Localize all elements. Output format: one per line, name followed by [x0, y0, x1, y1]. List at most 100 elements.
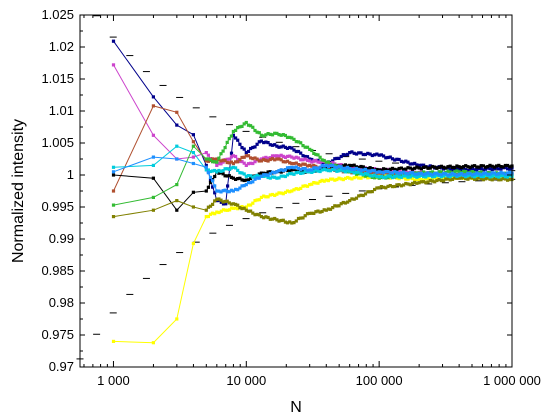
data-point	[339, 163, 343, 167]
data-point	[238, 159, 242, 163]
data-point	[211, 157, 215, 161]
data-point	[350, 164, 354, 168]
data-point	[448, 167, 452, 171]
data-point	[299, 158, 303, 162]
data-point	[475, 177, 479, 181]
data-point	[308, 157, 312, 161]
data-point	[316, 166, 320, 171]
data-point	[357, 165, 361, 170]
data-point	[375, 172, 379, 176]
data-point	[314, 168, 318, 172]
data-point	[377, 168, 381, 172]
data-point	[499, 174, 503, 178]
data-point	[299, 167, 303, 172]
data-point	[357, 167, 361, 172]
data-point	[262, 134, 266, 138]
data-point	[354, 165, 359, 169]
data-point	[268, 170, 272, 174]
data-point	[417, 174, 421, 178]
data-point	[437, 178, 441, 182]
data-point	[437, 170, 441, 174]
data-point	[236, 126, 240, 130]
data-point	[397, 172, 401, 176]
data-point	[234, 128, 238, 132]
data-point	[231, 129, 235, 134]
data-point	[337, 204, 341, 208]
data-point	[419, 173, 423, 177]
data-point	[459, 165, 463, 170]
data-point	[461, 165, 466, 169]
data-point	[413, 178, 417, 182]
data-point	[246, 154, 251, 158]
data-point	[503, 177, 507, 181]
data-point	[244, 120, 248, 125]
data-point	[435, 176, 439, 180]
data-point	[246, 162, 251, 166]
data-point	[204, 163, 208, 167]
data-point	[386, 155, 390, 160]
data-point	[413, 172, 417, 176]
data-point	[206, 205, 210, 209]
data-point	[422, 180, 426, 184]
data-point	[448, 172, 452, 176]
data-point	[308, 170, 312, 174]
data-point	[227, 167, 231, 171]
data-point	[231, 165, 235, 169]
data-point	[204, 157, 208, 161]
data-point	[303, 157, 307, 161]
data-point	[281, 160, 285, 164]
data-point	[341, 166, 345, 171]
data-point	[151, 341, 155, 345]
y-tick-label: 0.97	[49, 359, 74, 374]
data-point	[419, 171, 423, 176]
data-point	[175, 144, 179, 148]
data-point	[275, 154, 279, 158]
data-point	[455, 167, 459, 171]
data-point	[399, 166, 403, 170]
data-point	[359, 193, 363, 197]
data-point	[294, 149, 298, 154]
data-point	[251, 161, 255, 166]
data-point	[240, 171, 244, 175]
data-point	[368, 166, 372, 170]
data-point	[450, 175, 455, 179]
data-point	[473, 172, 477, 176]
data-point	[246, 209, 251, 213]
data-point	[318, 210, 322, 214]
data-point	[204, 208, 208, 212]
data-point	[466, 165, 470, 169]
data-point	[303, 184, 307, 188]
data-point	[464, 168, 468, 172]
data-point	[328, 207, 333, 211]
data-point	[231, 133, 235, 137]
data-point	[251, 145, 255, 150]
data-point	[151, 208, 155, 212]
data-point	[238, 142, 242, 146]
data-point	[217, 171, 221, 175]
data-point	[495, 174, 499, 178]
data-point	[450, 173, 455, 177]
data-point	[215, 197, 219, 201]
data-point	[219, 209, 223, 213]
data-point	[455, 164, 459, 168]
data-point	[352, 163, 356, 167]
data-point	[191, 133, 195, 137]
data-point	[377, 153, 381, 157]
data-point	[446, 169, 450, 173]
data-point	[221, 208, 226, 212]
data-point	[359, 167, 363, 171]
data-point	[397, 157, 401, 162]
data-point	[151, 176, 155, 180]
data-point	[229, 155, 233, 159]
data-point	[279, 170, 283, 174]
data-point	[363, 174, 368, 178]
data-point	[288, 166, 292, 170]
data-point	[270, 154, 275, 158]
data-point	[234, 154, 238, 159]
data-point	[236, 177, 240, 181]
y-tick-label: 1	[67, 167, 74, 182]
data-point	[310, 182, 314, 186]
data-point	[257, 198, 261, 202]
data-point	[484, 175, 488, 179]
data-point	[236, 203, 240, 207]
